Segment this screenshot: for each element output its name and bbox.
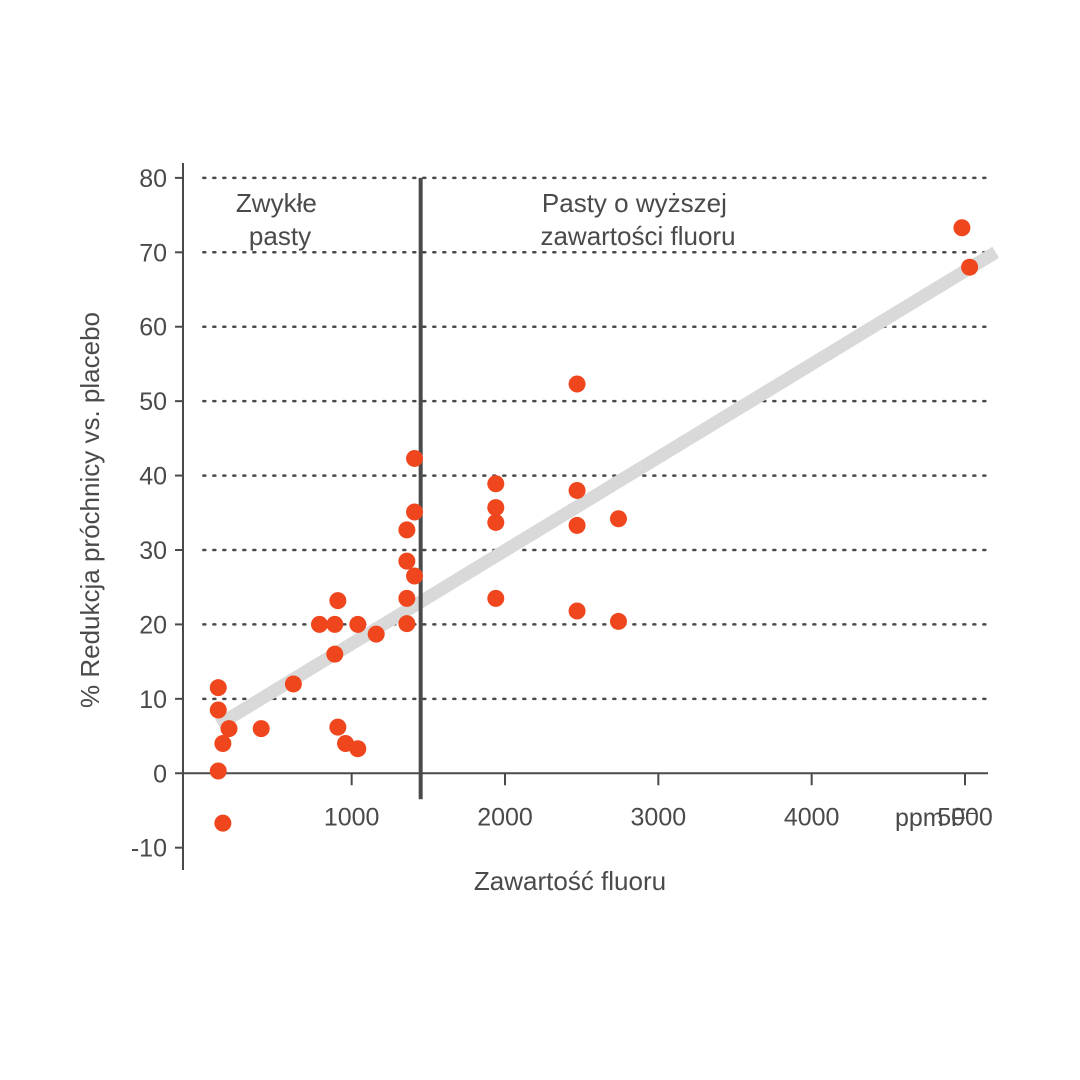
- data-point: [568, 375, 586, 393]
- data-point: [214, 734, 232, 752]
- x-axis-unit: ppm F⁻: [895, 804, 979, 832]
- data-point: [349, 740, 367, 758]
- y-tick-label: 30: [139, 537, 167, 565]
- data-point: [209, 679, 227, 697]
- data-point: [406, 449, 424, 467]
- data-point: [349, 615, 367, 633]
- data-point: [284, 675, 302, 693]
- data-point: [214, 814, 232, 832]
- data-point: [953, 219, 971, 237]
- region-label-high-fluoride: Pasty o wyższej zawartości fluoru: [540, 188, 735, 251]
- x-tick-label: 3000: [631, 803, 687, 831]
- data-point: [209, 701, 227, 719]
- data-point: [568, 516, 586, 534]
- x-axis-title: Zawartość fluoru: [474, 866, 666, 896]
- x-tick-label: 5000: [937, 803, 993, 831]
- data-point: [367, 625, 385, 643]
- region-label-high-fluoride-line-1: Pasty o wyższej: [542, 188, 727, 218]
- y-tick-label: 10: [139, 686, 167, 714]
- y-tick-label: 80: [139, 165, 167, 193]
- x-tick-label: 4000: [784, 803, 840, 831]
- x-tick-label: 2000: [477, 803, 533, 831]
- data-point: [209, 762, 227, 780]
- data-point: [568, 481, 586, 499]
- x-tick-label: 1000: [324, 803, 380, 831]
- region-label-standard-line-2: pasty: [249, 221, 311, 251]
- data-point: [329, 718, 347, 736]
- data-point: [326, 615, 344, 633]
- data-point: [252, 720, 270, 738]
- region-label-high-fluoride-line-2: zawartości fluoru: [540, 221, 735, 251]
- data-point: [398, 521, 416, 539]
- data-point: [406, 503, 424, 521]
- y-tick-label: 0: [153, 760, 167, 788]
- y-tick-label: 70: [139, 239, 167, 267]
- y-axis-ticks: -10 0 10 20 30 40 50 60 70 80: [131, 165, 183, 863]
- y-tick-label: -10: [131, 835, 167, 863]
- y-tick-label: 40: [139, 463, 167, 491]
- data-point: [398, 552, 416, 570]
- data-point: [487, 499, 505, 517]
- data-points: [209, 219, 979, 832]
- data-point: [406, 567, 424, 585]
- data-point: [487, 513, 505, 531]
- data-point: [310, 615, 328, 633]
- data-point: [609, 612, 627, 630]
- region-label-standard-line-1: Zwykłe: [236, 188, 317, 218]
- data-point: [487, 475, 505, 493]
- y-axis-title: % Redukcja próchnicy vs. placebo: [75, 312, 105, 708]
- data-point: [326, 645, 344, 663]
- y-tick-label: 60: [139, 314, 167, 342]
- data-point: [487, 589, 505, 607]
- data-point: [220, 720, 238, 738]
- data-point: [329, 592, 347, 610]
- y-tick-label: 50: [139, 388, 167, 416]
- data-point: [609, 510, 627, 528]
- data-point: [568, 602, 586, 620]
- data-point: [398, 589, 416, 607]
- x-axis-ticks: 1000 2000 3000 4000 5000: [324, 773, 993, 831]
- y-tick-label: 20: [139, 611, 167, 639]
- data-point: [961, 258, 979, 276]
- region-label-standard: Zwykłe pasty: [236, 188, 324, 251]
- trend-line: [214, 246, 1000, 731]
- data-point: [398, 615, 416, 633]
